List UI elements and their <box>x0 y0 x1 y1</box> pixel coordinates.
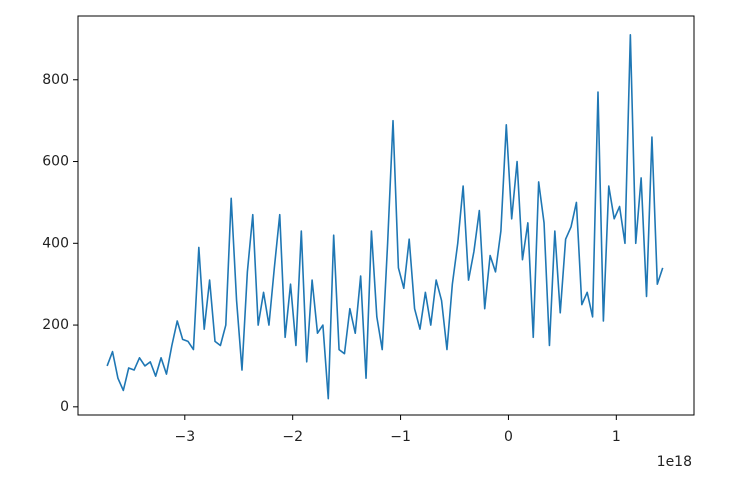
y-tick-label: 800 <box>42 72 69 88</box>
x-tick-label: 1 <box>612 429 621 445</box>
x-tick-label: 0 <box>504 429 513 445</box>
plot-frame <box>77 15 695 416</box>
x-tick-label: −1 <box>390 429 411 445</box>
x-tick-label: −3 <box>174 429 195 445</box>
x-offset-label: 1e18 <box>657 454 692 470</box>
y-tick-label: 0 <box>60 399 69 415</box>
x-tick-label: −2 <box>282 429 303 445</box>
y-tick-label: 200 <box>42 317 69 333</box>
data-line <box>106 34 664 400</box>
y-tick-label: 600 <box>42 154 69 170</box>
y-tick-label: 400 <box>42 235 69 251</box>
